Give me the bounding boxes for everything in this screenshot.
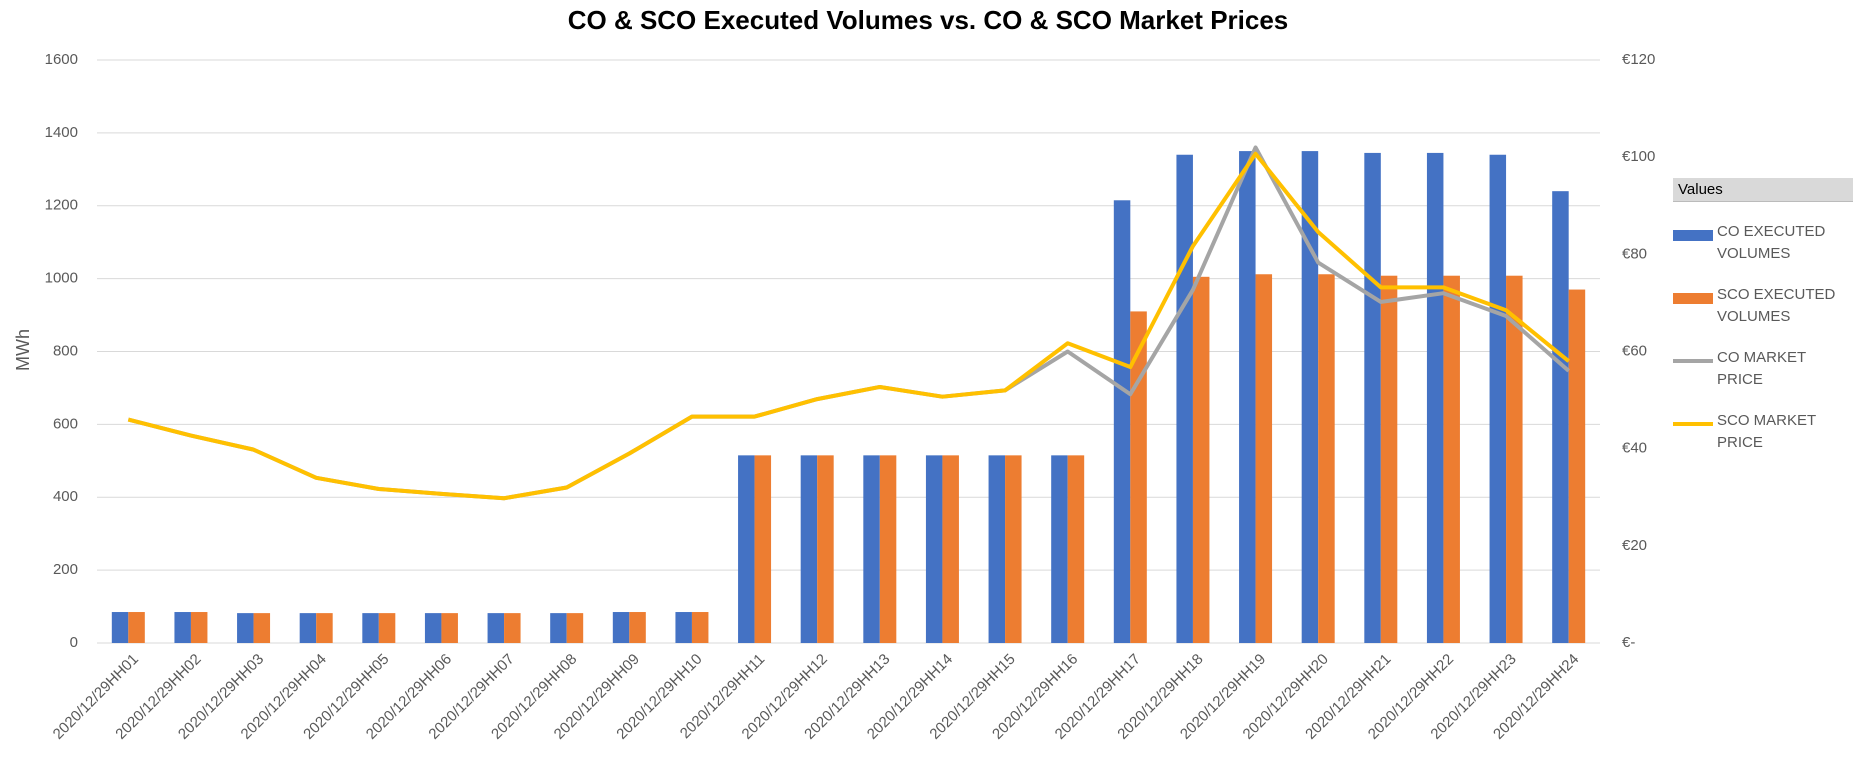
bar [738,455,755,643]
y-tick-label: 800 [53,342,78,359]
y2-tick-label: €- [1622,634,1635,651]
bar [1130,311,1147,643]
bar [1192,276,1210,643]
bar [863,455,880,643]
y2-tick-label: €60 [1622,342,1647,359]
bar [1568,289,1586,643]
legend-item: CO MARKET PRICE [1673,349,1853,391]
y2-tick-label: €80 [1622,245,1647,262]
bar [237,613,254,643]
bar [378,613,396,643]
chart-title: CO & SCO Executed Volumes vs. CO & SCO M… [568,5,1289,35]
legend-label: SCO EXECUTED VOLUMES [1717,286,1836,325]
bar [128,612,145,643]
bar [1113,200,1131,644]
legend-item: SCO EXECUTED VOLUMES [1673,286,1853,328]
bar [1552,191,1569,644]
y-tick-label: 600 [53,415,78,432]
bar [1239,151,1256,643]
bar [566,613,584,643]
legend: Values CO EXECUTED VOLUMES SCO EXECUTED V… [1673,178,1853,454]
bar [299,613,317,643]
legend-swatch [1673,230,1713,241]
bar [1380,275,1398,643]
y-tick-label: 1600 [45,51,78,68]
bar [1067,455,1085,643]
line [127,151,1570,501]
bar [362,613,379,643]
bar [111,612,129,643]
y2-tick-label: €20 [1622,537,1647,554]
line [127,145,1571,501]
bar [800,455,818,643]
y-tick-label: 0 [70,634,78,651]
bar [1255,274,1273,643]
bar [1443,275,1460,643]
bar [754,455,772,643]
legend-title: Values [1673,178,1853,202]
legend-item: CO EXECUTED VOLUMES [1673,223,1853,265]
bar [424,613,442,643]
bar [190,612,208,643]
bar [1489,154,1507,644]
y2-tick-label: €120 [1622,51,1655,68]
bar [691,612,709,643]
y-axis-label: MWh [13,329,33,371]
bar [942,455,959,643]
y-tick-label: 1200 [45,197,78,214]
bar [879,455,897,643]
bar [1005,455,1022,643]
legend-label: SCO MARKET PRICE [1717,412,1816,451]
y-tick-label: 200 [53,561,78,578]
bar [925,455,943,643]
y-tick-label: 400 [53,488,78,505]
bar [1301,151,1319,643]
legend-label: CO EXECUTED VOLUMES [1717,223,1826,262]
legend-swatch [1673,359,1713,363]
bar [550,613,567,643]
bar [1051,455,1068,643]
y-tick-label: 1000 [45,270,78,287]
legend-label: CO MARKET PRICE [1717,349,1806,388]
bar [817,455,834,643]
bar [675,612,692,643]
bar [253,613,271,643]
bar [1318,274,1335,643]
bar [504,613,521,643]
bar [1506,275,1523,643]
bar [487,613,505,643]
legend-item: SCO MARKET PRICE [1673,412,1853,454]
bar [612,612,630,643]
y2-tick-label: €100 [1622,148,1655,165]
bar [1364,152,1381,643]
legend-swatch [1673,422,1713,426]
bar [629,612,646,643]
bar [988,455,1006,643]
y-tick-label: 1400 [45,124,78,141]
bar [174,612,191,643]
bar [1176,154,1193,644]
legend-swatch [1673,293,1713,304]
bar [1426,152,1444,643]
y2-tick-label: €40 [1622,440,1647,457]
bar [441,613,458,643]
bar [316,613,333,643]
